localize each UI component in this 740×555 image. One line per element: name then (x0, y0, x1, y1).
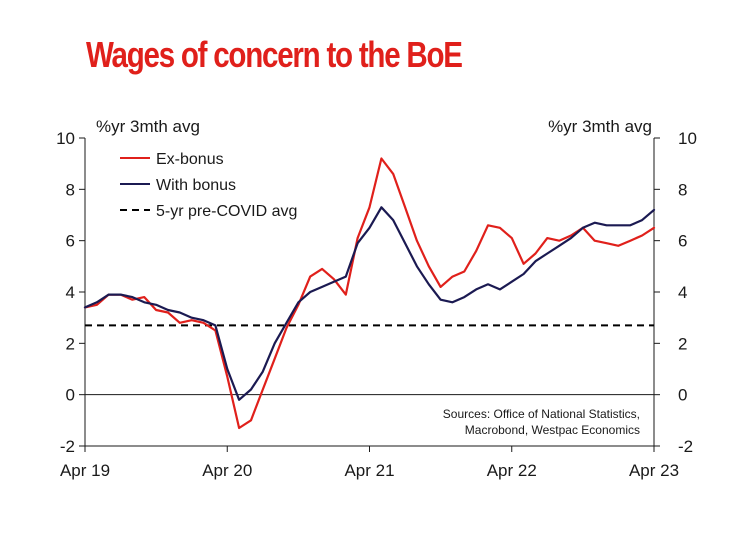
y-axis-right: -2 0 2 4 6 8 10 (654, 129, 697, 456)
source-line-2: Macrobond, Westpac Economics (465, 423, 640, 437)
legend: Ex-bonus With bonus 5-yr pre-COVID avg (120, 151, 297, 220)
x-axis: Apr 19 Apr 20 Apr 21 Apr 22 Apr 23 (60, 446, 679, 480)
source-line-1: Sources: Office of National Statistics, (443, 407, 640, 421)
series-line-with-bonus (83, 206, 656, 401)
y-tick-label-left: 4 (66, 283, 75, 302)
legend-label: Ex-bonus (156, 151, 224, 168)
y-tick-label-left: 2 (66, 334, 75, 353)
y-tick-label-right: 6 (678, 232, 687, 251)
x-tick-label: Apr 23 (629, 461, 679, 480)
y-tick-label-right: 2 (678, 334, 687, 353)
x-tick-label: Apr 22 (487, 461, 537, 480)
x-tick-label: Apr 20 (202, 461, 252, 480)
y-tick-label-left: 8 (66, 180, 75, 199)
y-tick-label-left: 10 (56, 129, 75, 148)
y-tick-label-right: 0 (678, 386, 687, 405)
chart-title: Wages of concern to the BoE (86, 34, 463, 75)
source-note: Sources: Office of National Statistics, … (443, 407, 640, 437)
series-layer (83, 157, 656, 430)
y-tick-label-right: 10 (678, 129, 697, 148)
y-tick-label-left: -2 (60, 437, 75, 456)
legend-label: With bonus (156, 177, 236, 194)
y-axis-left: -2 0 2 4 6 8 10 (56, 129, 85, 456)
x-tick-label: Apr 19 (60, 461, 110, 480)
y-axis-unit-left: %yr 3mth avg (96, 117, 200, 136)
y-axis-unit-right: %yr 3mth avg (548, 117, 652, 136)
y-tick-label-right: 8 (678, 180, 687, 199)
series-line-ex-bonus (83, 157, 656, 430)
y-tick-label-left: 0 (66, 386, 75, 405)
x-tick-label: Apr 21 (344, 461, 394, 480)
y-tick-label-right: -2 (678, 437, 693, 456)
y-tick-label-left: 6 (66, 232, 75, 251)
legend-label: 5-yr pre-COVID avg (156, 203, 297, 220)
y-tick-label-right: 4 (678, 283, 687, 302)
